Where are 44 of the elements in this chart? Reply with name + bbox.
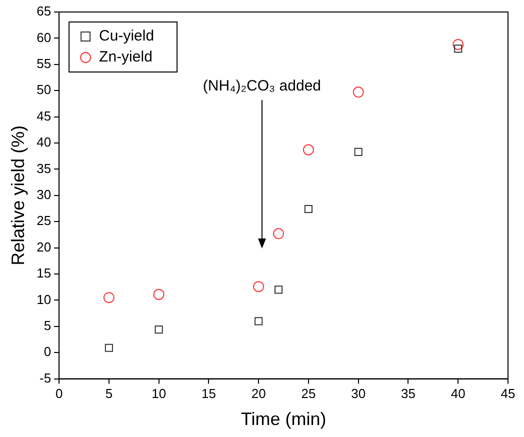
y-tick-label: 0 [44, 344, 52, 360]
point [452, 38, 464, 50]
x-tick-label: 10 [152, 386, 166, 402]
point [454, 44, 462, 53]
x-tick-label: 0 [55, 386, 63, 402]
y-tick-label: 35 [36, 160, 52, 176]
point [253, 281, 264, 292]
point [103, 292, 114, 304]
y-tick-label: 50 [36, 82, 52, 98]
legend-label: Zn-yield [99, 48, 152, 66]
y-tick-label: -5 [39, 370, 52, 386]
annotation: (NH₄)₂CO₃ added [202, 78, 322, 95]
y-tick-label: 20 [36, 239, 52, 254]
y-tick-label: 15 [36, 266, 52, 281]
point [153, 288, 164, 300]
x-tick-label: 20 [251, 386, 266, 402]
point [354, 148, 362, 156]
point [104, 344, 113, 352]
point [274, 286, 283, 294]
x-tick-label: 5 [105, 386, 113, 402]
x-tick-label: 35 [401, 386, 416, 402]
y-axis-title: Relative yield (%) [8, 125, 28, 266]
x-tick-label: 40 [450, 386, 466, 402]
y-tick-label: 40 [36, 134, 52, 150]
x-tick-label: 30 [351, 386, 366, 402]
y-tick-label: 30 [36, 186, 52, 202]
point [254, 317, 263, 326]
x-tick-label: 25 [301, 386, 316, 402]
legend-label: Cu-yield [99, 28, 154, 45]
y-tick-label: 60 [36, 30, 52, 45]
y-tick-label: 10 [36, 292, 52, 307]
point [352, 86, 364, 98]
x-tick-label: 15 [201, 386, 216, 402]
point [273, 228, 284, 240]
point [302, 144, 314, 156]
point [154, 326, 163, 334]
point [304, 204, 313, 214]
y-tick-label: 55 [36, 56, 52, 71]
y-tick-label: 45 [36, 108, 52, 124]
x-axis-title: Time (min) [240, 409, 326, 430]
y-tick-label: 25 [36, 213, 52, 228]
y-tick-label: 65 [36, 4, 52, 19]
x-tick-label: 45 [500, 386, 516, 402]
y-tick-label: 5 [44, 318, 52, 333]
